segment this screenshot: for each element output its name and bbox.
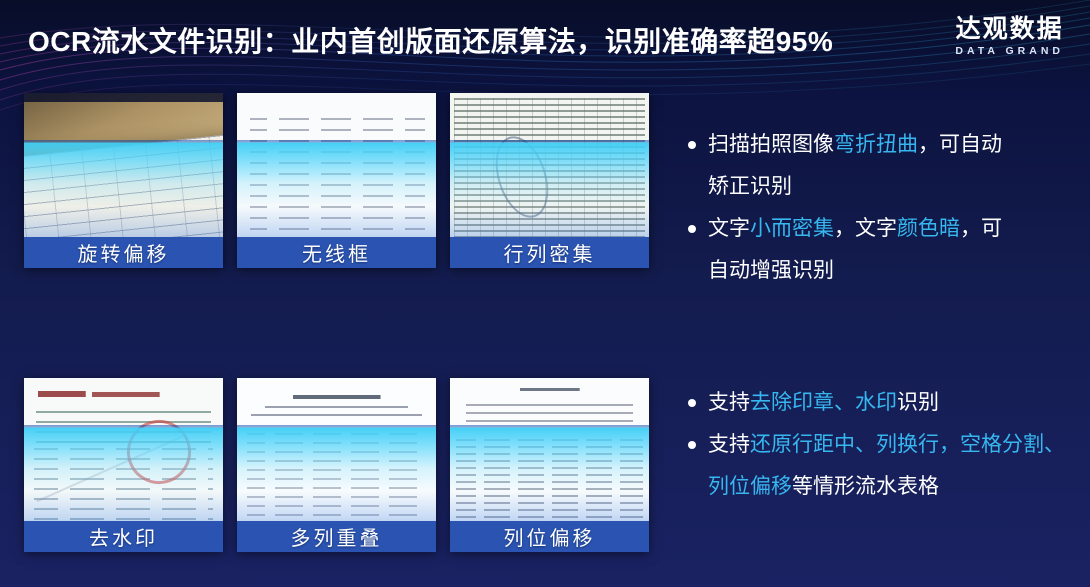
bullet-item: 扫描拍照图像弯折扭曲，可自动矫正识别	[688, 124, 1034, 208]
thumb-caption: 行列密集	[450, 237, 649, 268]
plain-text: ，文字	[834, 217, 897, 240]
bullet-text: 支持去除印章、水印识别	[708, 382, 1078, 424]
feature-bullets-top: 扫描拍照图像弯折扭曲，可自动矫正识别 文字小而密集，文字颜色暗，可自动增强识别	[688, 124, 1034, 292]
bullet-item: 支持去除印章、水印识别	[688, 382, 1080, 424]
sample-thumb-borderless: 无线框	[237, 93, 436, 268]
thumb-caption: 旋转偏移	[24, 237, 223, 268]
brand-logo-tagline: DATA GRAND	[955, 45, 1064, 57]
sample-gallery-row-1: 旋转偏移 无线框 行列密集	[24, 93, 649, 268]
sample-gallery-row-2: 去水印 多列重叠 列位偏移	[24, 378, 649, 552]
plain-text: 扫描拍照图像	[708, 133, 834, 156]
bullet-dot	[688, 225, 696, 233]
plain-text: 文字	[708, 217, 750, 240]
bullet-dot	[688, 441, 696, 449]
bullet-item: 支持还原行距中、列换行，空格分割、列位偏移等情形流水表格	[688, 424, 1080, 508]
feature-bullets-bottom: 支持去除印章、水印识别 支持还原行距中、列换行，空格分割、列位偏移等情形流水表格	[688, 382, 1080, 508]
bullet-text: 文字小而密集，文字颜色暗，可自动增强识别	[708, 208, 1016, 292]
thumb-caption: 多列重叠	[237, 521, 436, 552]
bullet-text: 支持还原行距中、列换行，空格分割、列位偏移等情形流水表格	[708, 424, 1078, 508]
sample-thumb-dense: 行列密集	[450, 93, 649, 268]
brand-logo-name: 达观数据	[955, 15, 1064, 43]
plain-text: 支持	[708, 433, 750, 456]
plain-text: 支持	[708, 391, 750, 414]
page-title: OCR流水文件识别：业内首创版面还原算法，识别准确率超95%	[28, 26, 834, 57]
plain-text: 等情形流水表格	[792, 475, 939, 498]
bullet-dot	[688, 141, 696, 149]
thumb-caption: 列位偏移	[450, 521, 649, 552]
bullet-dot	[688, 399, 696, 407]
highlighted-text: 弯折扭曲	[834, 133, 918, 156]
highlighted-text: 小而密集	[750, 217, 834, 240]
highlighted-text: 还原行距中、列换行，空格分割、列位偏移	[708, 433, 1065, 498]
plain-text: ，可自动矫正识别	[708, 133, 1002, 198]
highlighted-text: 颜色暗	[897, 217, 960, 240]
sample-thumb-rotated: 旋转偏移	[24, 93, 223, 268]
plain-text: ，可自动增强识别	[708, 217, 1002, 282]
highlighted-text: 去除印章、水印	[750, 391, 897, 414]
brand-logo: 达观数据 DATA GRAND	[955, 16, 1064, 57]
sample-thumb-multicolumn: 多列重叠	[237, 378, 436, 552]
sample-thumb-column-shift: 列位偏移	[450, 378, 649, 552]
bullet-text: 扫描拍照图像弯折扭曲，可自动矫正识别	[708, 124, 1016, 208]
bullet-item: 文字小而密集，文字颜色暗，可自动增强识别	[688, 208, 1034, 292]
plain-text: 识别	[897, 391, 939, 414]
sample-thumb-watermark: 去水印	[24, 378, 223, 552]
thumb-caption: 无线框	[237, 237, 436, 268]
thumb-caption: 去水印	[24, 521, 223, 552]
